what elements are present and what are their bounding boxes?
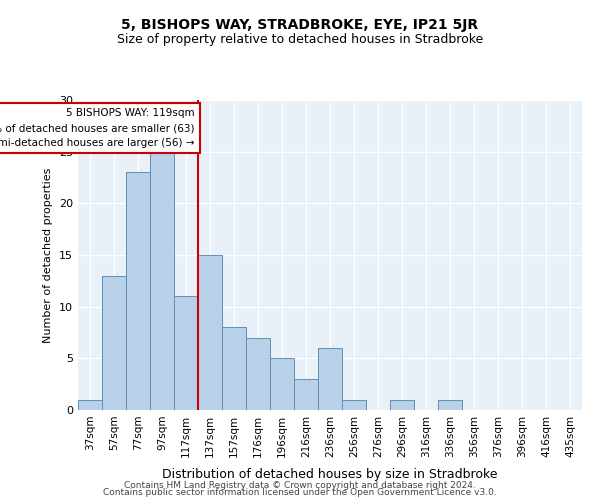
Bar: [198, 255, 222, 410]
Text: 5, BISHOPS WAY, STRADBROKE, EYE, IP21 5JR: 5, BISHOPS WAY, STRADBROKE, EYE, IP21 5J…: [121, 18, 479, 32]
Bar: [318, 348, 342, 410]
Bar: [342, 400, 366, 410]
Bar: [246, 338, 270, 410]
Bar: [270, 358, 294, 410]
Text: Contains public sector information licensed under the Open Government Licence v3: Contains public sector information licen…: [103, 488, 497, 497]
Y-axis label: Number of detached properties: Number of detached properties: [43, 168, 53, 342]
Text: Contains HM Land Registry data © Crown copyright and database right 2024.: Contains HM Land Registry data © Crown c…: [124, 480, 476, 490]
Text: Size of property relative to detached houses in Stradbroke: Size of property relative to detached ho…: [117, 32, 483, 46]
Bar: [438, 400, 462, 410]
Bar: [294, 379, 318, 410]
Text: 5 BISHOPS WAY: 119sqm
← 53% of detached houses are smaller (63)
47% of semi-deta: 5 BISHOPS WAY: 119sqm ← 53% of detached …: [0, 108, 194, 148]
Bar: [174, 296, 198, 410]
Bar: [78, 400, 102, 410]
Bar: [126, 172, 150, 410]
Bar: [102, 276, 126, 410]
Bar: [222, 328, 246, 410]
Bar: [150, 152, 174, 410]
X-axis label: Distribution of detached houses by size in Stradbroke: Distribution of detached houses by size …: [162, 468, 498, 481]
Bar: [390, 400, 414, 410]
